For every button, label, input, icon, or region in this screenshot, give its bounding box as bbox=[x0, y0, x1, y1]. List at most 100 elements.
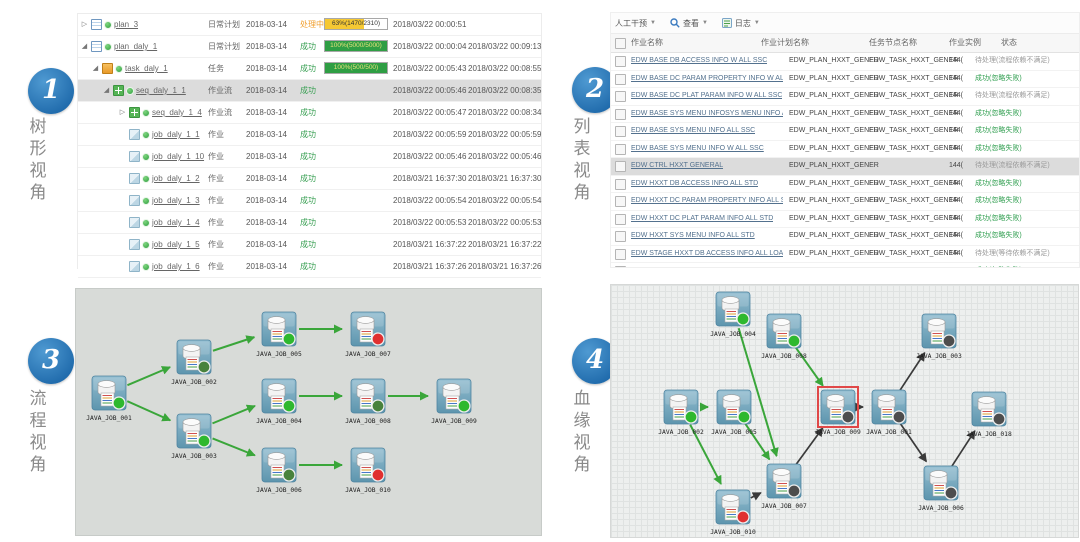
list-row[interactable]: EDW BASE SYS MENU INFO W ALL SSC EDW_PLAN… bbox=[611, 141, 1079, 158]
tree-row-job_daly_1_6[interactable]: job_daly_1_6 作业 2018-03-14 成功 2018/03/21 16:… bbox=[78, 256, 541, 278]
tree-row-job_daly_1_4[interactable]: job_daly_1_4 作业 2018-03-14 成功 2018/03/22 00:… bbox=[78, 212, 541, 234]
job-name-link[interactable]: EDW STAGE HXXT DC PARAM PROPERTY INFO AL… bbox=[631, 263, 783, 267]
tree-node-link[interactable]: job_daly_1_5 bbox=[152, 240, 200, 249]
tree-expander-icon[interactable]: ◢ bbox=[103, 87, 110, 94]
tree-row-plan_daly_1[interactable]: ◢ plan_daly_1 日常计划 2018-03-14 成功 100%(5000/50… bbox=[78, 36, 541, 58]
job-node-label: JAVA_JOB_004 bbox=[256, 418, 302, 425]
tree-node-link[interactable]: seq_daly_1_1 bbox=[136, 86, 186, 95]
manual-intervention-menu[interactable]: 人工干预 ▼ bbox=[615, 18, 656, 29]
progress-bar: 63%(1470/2310) bbox=[324, 18, 388, 30]
job-name-link[interactable]: EDW CTRL HXXT GENERAL bbox=[631, 162, 724, 169]
list-row[interactable]: EDW BASE SYS MENU INFOSYS MENU INFO ALL … bbox=[611, 106, 1079, 123]
row-checkbox[interactable] bbox=[615, 231, 626, 242]
job-name-link[interactable]: EDW STAGE HXXT DB ACCESS INFO ALL LOAD bbox=[631, 249, 783, 257]
row-checkbox[interactable] bbox=[615, 126, 626, 137]
job-name-link[interactable]: EDW HXXT DB ACCESS INFO ALL STD bbox=[631, 179, 759, 187]
row-checkbox[interactable] bbox=[615, 213, 626, 225]
list-row[interactable]: EDW STAGE HXXT DC PARAM PROPERTY INFO AL… bbox=[611, 263, 1079, 267]
job-node-JAVA_JOB_009[interactable]: JAVA_JOB_009 bbox=[431, 378, 477, 425]
list-row[interactable]: EDW CTRL HXXT GENERAL EDW_PLAN_HXXT_GENER… bbox=[611, 158, 1079, 176]
job-node-JAVA_JOB_004[interactable]: JAVA_JOB_004 bbox=[710, 291, 756, 338]
tree-row-job_daly_1_3[interactable]: job_daly_1_3 作业 2018-03-14 成功 2018/03/22 00:… bbox=[78, 190, 541, 212]
job-node-JAVA_JOB_003[interactable]: JAVA_JOB_003 bbox=[171, 413, 217, 460]
job-node-JAVA_JOB_001[interactable]: JAVA_JOB_001 bbox=[86, 375, 132, 422]
tree-row-seq_daly_1_4[interactable]: ▷ seq_daly_1_4 作业流 2018-03-14 成功 2018/03/22 0… bbox=[78, 102, 541, 124]
job-name-link[interactable]: EDW BASE DC PARAM PROPERTY INFO W ALL SS… bbox=[631, 74, 783, 82]
list-row[interactable]: EDW HXXT DB ACCESS INFO ALL STD EDW_PLAN_… bbox=[611, 176, 1079, 193]
row-checkbox[interactable] bbox=[615, 108, 626, 120]
tree-row-job_daly_1_2[interactable]: job_daly_1_2 作业 2018-03-14 成功 2018/03/21 16:… bbox=[78, 168, 541, 190]
tree-row-task_daly_1[interactable]: ◢ task_daly_1 任务 2018-03-14 成功 100%(500/500) 2… bbox=[78, 58, 541, 80]
list-row[interactable]: EDW BASE DC PARAM PROPERTY INFO W ALL SS… bbox=[611, 71, 1079, 88]
job-node-JAVA_JOB_009[interactable]: JAVA_JOB_009 bbox=[815, 386, 861, 436]
job-node-JAVA_JOB_005[interactable]: JAVA_JOB_005 bbox=[711, 389, 757, 436]
job-node-JAVA_JOB_003[interactable]: JAVA_JOB_003 bbox=[916, 313, 962, 360]
row-checkbox[interactable] bbox=[615, 266, 626, 267]
task-node-name: EDW_TASK_HXXT_GENER bbox=[869, 179, 959, 187]
list-row[interactable]: EDW BASE DB ACCESS INFO W ALL SSC EDW_PLA… bbox=[611, 53, 1079, 71]
task-icon bbox=[102, 63, 113, 74]
tree-node-link[interactable]: job_daly_1_6 bbox=[152, 262, 200, 271]
tree-node-link[interactable]: plan_3 bbox=[114, 20, 139, 29]
tree-row-job_daly_1_1[interactable]: job_daly_1_1 作业 2018-03-14 成功 2018/03/22 00:… bbox=[78, 124, 541, 146]
row-checkbox[interactable] bbox=[615, 161, 626, 172]
job-node-JAVA_JOB_010[interactable]: JAVA_JOB_010 bbox=[345, 447, 391, 494]
job-node-JAVA_JOB_010[interactable]: JAVA_JOB_010 bbox=[710, 489, 756, 536]
row-checkbox[interactable] bbox=[615, 56, 626, 67]
job-node-JAVA_JOB_002[interactable]: JAVA_JOB_002 bbox=[171, 339, 217, 386]
job-node-JAVA_JOB_006[interactable]: JAVA_JOB_006 bbox=[918, 465, 964, 512]
tree-expander-icon[interactable]: ◢ bbox=[81, 43, 88, 50]
darkgreen-status-dot bbox=[197, 360, 211, 374]
tree-row-job_daly_1_5[interactable]: job_daly_1_5 作业 2018-03-14 成功 2018/03/21 16:… bbox=[78, 234, 541, 256]
job-node-JAVA_JOB_008[interactable]: JAVA_JOB_008 bbox=[345, 378, 391, 425]
job-node-JAVA_JOB_001[interactable]: JAVA_JOB_001 bbox=[866, 389, 912, 436]
job-node-JAVA_JOB_018[interactable]: JAVA_JOB_018 bbox=[966, 391, 1012, 438]
tree-node-link[interactable]: job_daly_1_2 bbox=[152, 174, 200, 183]
row-checkbox[interactable] bbox=[615, 143, 626, 155]
tree-node-link[interactable]: task_daly_1 bbox=[125, 64, 168, 73]
list-row[interactable]: EDW BASE DC PLAT PARAM INFO W ALL SSC EDW… bbox=[611, 88, 1079, 106]
log-menu[interactable]: 日志 ▼ bbox=[721, 18, 760, 29]
job-name-link[interactable]: EDW BASE SYS MENU INFO ALL SSC bbox=[631, 127, 756, 134]
list-row[interactable]: EDW STAGE HXXT DB ACCESS INFO ALL LOAD ED… bbox=[611, 246, 1079, 263]
green-status-dot bbox=[282, 399, 296, 413]
tree-node-link[interactable]: job_daly_1_10 bbox=[152, 152, 205, 161]
select-all-checkbox[interactable] bbox=[615, 38, 626, 49]
job-name-link[interactable]: EDW BASE DC PLAT PARAM INFO W ALL SSC bbox=[631, 92, 783, 99]
tree-node-link[interactable]: job_daly_1_3 bbox=[152, 196, 200, 205]
start-time: 2018/03/22 00:00:51 bbox=[393, 20, 467, 29]
list-row[interactable]: EDW HXXT DC PARAM PROPERTY INFO ALL STD E… bbox=[611, 193, 1079, 211]
list-row[interactable]: EDW HXXT DC PLAT PARAM INFO ALL STD EDW_P… bbox=[611, 211, 1079, 228]
row-checkbox[interactable] bbox=[615, 91, 626, 102]
row-checkbox[interactable] bbox=[615, 248, 626, 260]
job-name-link[interactable]: EDW HXXT SYS MENU INFO ALL STD bbox=[631, 232, 755, 239]
list-row[interactable]: EDW HXXT SYS MENU INFO ALL STD EDW_PLAN_H… bbox=[611, 228, 1079, 246]
job-node-JAVA_JOB_007[interactable]: JAVA_JOB_007 bbox=[345, 311, 391, 358]
tree-node-link[interactable]: plan_daly_1 bbox=[114, 42, 158, 51]
tree-node-link[interactable]: job_daly_1_1 bbox=[152, 130, 200, 139]
tree-expander-icon[interactable]: ◢ bbox=[92, 65, 99, 72]
row-checkbox[interactable] bbox=[615, 196, 626, 207]
row-checkbox[interactable] bbox=[615, 73, 626, 85]
tree-expander-icon[interactable]: ▷ bbox=[119, 109, 126, 116]
job-node-JAVA_JOB_007[interactable]: JAVA_JOB_007 bbox=[761, 463, 807, 510]
job-name-link[interactable]: EDW HXXT DC PLAT PARAM INFO ALL STD bbox=[631, 214, 774, 222]
job-node-JAVA_JOB_005[interactable]: JAVA_JOB_005 bbox=[256, 311, 302, 358]
tree-row-job_daly_1_10[interactable]: job_daly_1_10 作业 2018-03-14 成功 2018/03/22 00… bbox=[78, 146, 541, 168]
job-node-JAVA_JOB_008[interactable]: JAVA_JOB_008 bbox=[761, 313, 807, 360]
tree-row-plan_3[interactable]: ▷ plan_3 日常计划 2018-03-14 处理中 63%(1470/2310) 20… bbox=[78, 14, 541, 36]
job-node-JAVA_JOB_006[interactable]: JAVA_JOB_006 bbox=[256, 447, 302, 494]
tree-row-seq_daly_1_1[interactable]: ◢ seq_daly_1_1 作业流 2018-03-14 成功 2018/03/22 0… bbox=[78, 80, 541, 102]
view-menu[interactable]: 查看 ▼ bbox=[670, 18, 708, 29]
row-checkbox[interactable] bbox=[615, 178, 626, 190]
tree-node-link[interactable]: job_daly_1_4 bbox=[152, 218, 200, 227]
tree-expander-icon[interactable]: ▷ bbox=[81, 21, 88, 28]
job-name-link[interactable]: EDW BASE SYS MENU INFO W ALL SSC bbox=[631, 144, 764, 152]
job-node-JAVA_JOB_002[interactable]: JAVA_JOB_002 bbox=[658, 389, 704, 436]
job-name-link[interactable]: EDW BASE DB ACCESS INFO W ALL SSC bbox=[631, 57, 768, 64]
list-row[interactable]: EDW BASE SYS MENU INFO ALL SSC EDW_PLAN_H… bbox=[611, 123, 1079, 141]
tree-node-link[interactable]: seq_daly_1_4 bbox=[152, 108, 202, 117]
job-name-link[interactable]: EDW HXXT DC PARAM PROPERTY INFO ALL STD bbox=[631, 197, 783, 204]
job-node-JAVA_JOB_004[interactable]: JAVA_JOB_004 bbox=[256, 378, 302, 425]
job-name-link[interactable]: EDW BASE SYS MENU INFOSYS MENU INFO ALL … bbox=[631, 109, 783, 117]
